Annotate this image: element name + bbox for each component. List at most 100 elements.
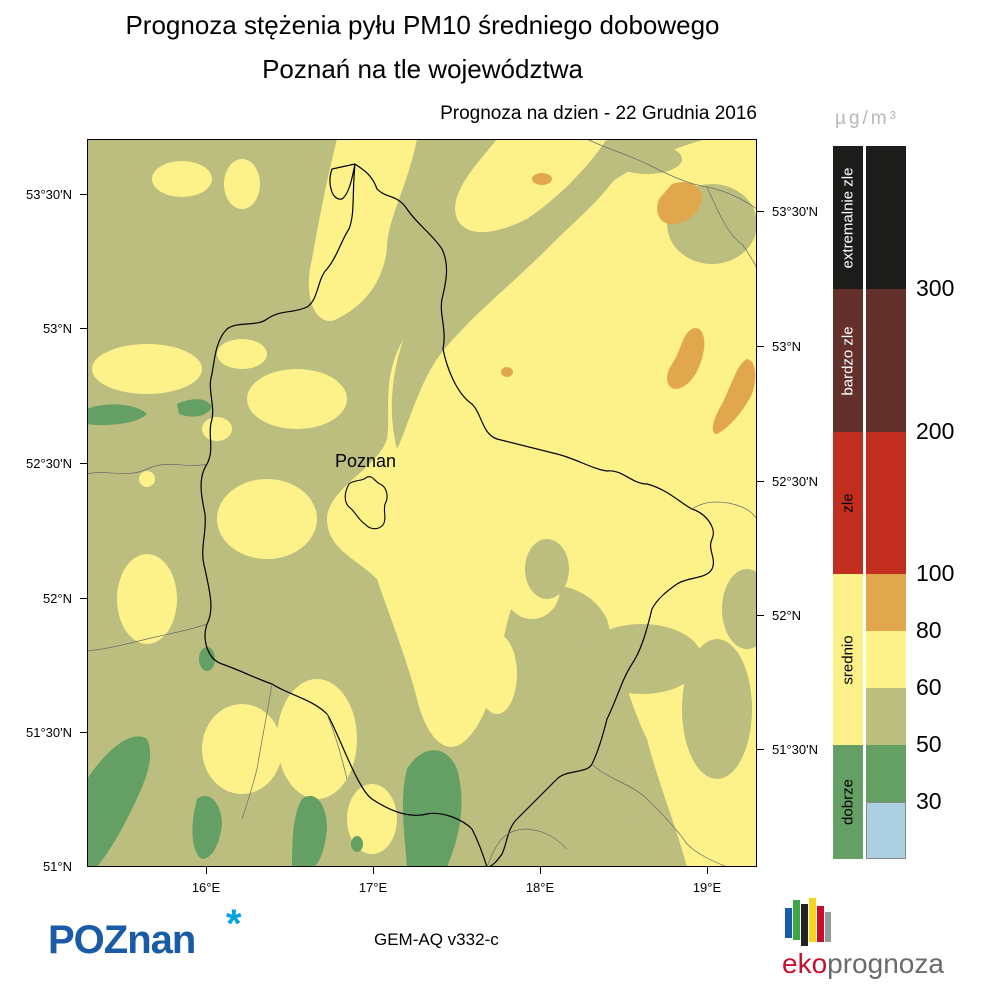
yellow-blob xyxy=(277,679,357,799)
map-title: Prognoza stężenia pyłu PM10 średniego do… xyxy=(125,10,720,40)
tick xyxy=(540,867,541,874)
yellow-blob xyxy=(92,344,202,394)
orange-area xyxy=(501,367,513,377)
poznan-logo: POZnan * xyxy=(48,902,242,963)
tick xyxy=(757,749,764,750)
orange-area xyxy=(657,182,702,224)
yellow-blob xyxy=(202,704,282,794)
lat-label-left: 52°N xyxy=(42,591,72,606)
category-extremalnie-zle: extremalnie zle xyxy=(833,146,863,289)
yellow-blob xyxy=(224,159,260,209)
green-area xyxy=(292,795,327,867)
lat-label-right: 52°30'N xyxy=(772,474,818,489)
green-area xyxy=(351,836,363,852)
olive-patch xyxy=(682,639,752,779)
color-swatch xyxy=(866,574,906,631)
tick xyxy=(80,732,87,733)
category-srednio: srednio xyxy=(833,574,863,745)
olive-patch xyxy=(722,569,757,649)
tick xyxy=(206,867,207,874)
tick xyxy=(80,328,87,329)
forecast-date: Prognoza na dzien - 22 Grudnia 2016 xyxy=(440,103,757,124)
threshold-label: 80 xyxy=(916,617,942,643)
yellow-blob xyxy=(217,339,267,369)
threshold-label: 200 xyxy=(916,418,955,444)
regional-borders xyxy=(87,139,757,867)
lat-label-right: 51°30'N xyxy=(772,742,818,757)
asterisk-icon: * xyxy=(226,902,242,946)
color-swatch xyxy=(866,432,906,574)
category-zle: zle xyxy=(833,432,863,574)
legend-unit: µg/m³ xyxy=(835,108,899,129)
lat-label-right: 52°N xyxy=(772,608,802,623)
poznan-city-boundary xyxy=(344,476,388,530)
voivodeship-border xyxy=(200,163,715,867)
poznan-logo-text: POZnan xyxy=(48,918,196,962)
map-frame xyxy=(87,139,757,867)
green-area xyxy=(192,795,222,859)
color-swatch xyxy=(866,745,906,802)
map-subtitle: Poznań na tle województwa xyxy=(262,54,583,84)
tick xyxy=(373,867,374,874)
category-dobrze: dobrze xyxy=(833,745,863,859)
yellow-region-north-mid xyxy=(455,139,607,233)
pm10-map: Poznan xyxy=(87,139,757,867)
threshold-label: 30 xyxy=(916,788,942,814)
olive-patch xyxy=(567,759,647,839)
lat-label-left: 52°30'N xyxy=(26,456,72,471)
yellow-blob xyxy=(347,784,397,854)
olive-patch xyxy=(612,144,682,174)
yellow-blob xyxy=(152,161,212,197)
category-label: srednio xyxy=(839,634,857,685)
yellow-band-north xyxy=(308,139,417,321)
logo-text-eko: eko xyxy=(782,948,828,979)
color-swatch xyxy=(866,631,906,688)
olive-strip-north xyxy=(391,139,632,449)
orange-area xyxy=(532,173,552,185)
green-area xyxy=(199,647,215,671)
tick xyxy=(80,598,87,599)
orange-area xyxy=(712,359,756,434)
tick xyxy=(757,615,764,616)
green-area xyxy=(87,404,147,426)
threshold-label: 60 xyxy=(916,674,942,700)
tick xyxy=(757,481,764,482)
threshold-label: 50 xyxy=(916,731,942,757)
lat-label-left: 51°N xyxy=(42,859,72,874)
lon-label: 16°E xyxy=(191,880,221,895)
green-area xyxy=(177,399,212,417)
category-label: extremalnie zle xyxy=(839,167,857,268)
yellow-blob xyxy=(202,417,232,441)
color-swatch xyxy=(866,289,906,432)
ekoprognoza-logo-icon xyxy=(785,898,831,946)
yellow-blob xyxy=(247,369,347,429)
color-swatch xyxy=(866,802,906,859)
category-label: zle xyxy=(839,493,857,513)
logo-text-prognoza: prognoza xyxy=(827,948,944,979)
ekoprognoza-logo-text: ekoprognoza xyxy=(782,948,944,980)
model-version: GEM-AQ v332-c xyxy=(374,930,499,949)
tick xyxy=(757,346,764,347)
lon-label: 18°E xyxy=(525,880,555,895)
lat-label-right: 53°N xyxy=(772,339,802,354)
lat-label-left: 53°N xyxy=(42,321,72,336)
lat-label-left: 53°30'N xyxy=(26,187,72,202)
tick xyxy=(80,194,87,195)
olive-patch xyxy=(582,624,702,694)
yellow-blob xyxy=(477,634,517,714)
category-bardzo-zle: bardzo zle xyxy=(833,289,863,432)
category-label: dobrze xyxy=(839,779,857,825)
green-area xyxy=(402,750,462,867)
lat-label-right: 53°30'N xyxy=(772,204,818,219)
yellow-blob xyxy=(217,479,317,559)
yellow-blob xyxy=(612,521,642,557)
lon-label: 17°E xyxy=(358,880,388,895)
threshold-label: 100 xyxy=(916,560,955,586)
category-label: bardzo zle xyxy=(839,325,857,396)
threshold-label: 300 xyxy=(916,275,955,301)
lat-label-left: 51°30'N xyxy=(26,725,72,740)
color-swatch xyxy=(866,146,906,289)
orange-area xyxy=(667,328,705,389)
yellow-blob xyxy=(139,471,155,487)
yellow-blob xyxy=(117,554,177,644)
